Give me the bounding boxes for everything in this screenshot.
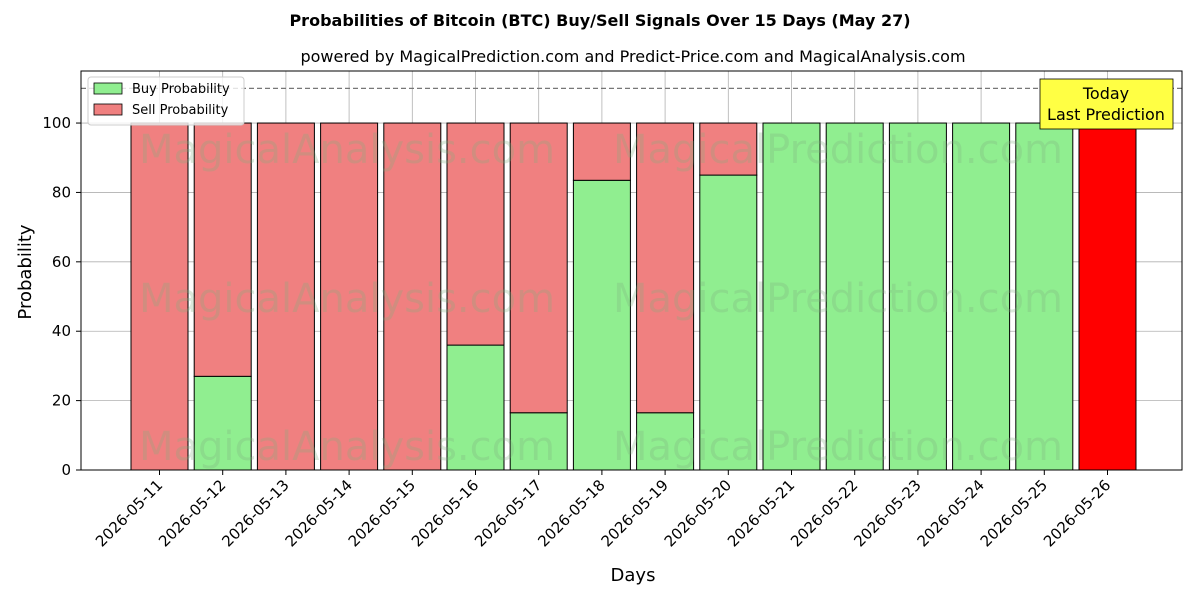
y-tick-label: 20 xyxy=(52,392,71,410)
y-axis-ticks: 0 20 40 60 80 100 xyxy=(42,114,81,479)
x-tick-label: 2026-05-15 xyxy=(345,476,419,550)
bar-buy xyxy=(1015,122,1074,471)
watermark-text: MagicalAnalysis.com xyxy=(139,127,555,173)
bar-sell xyxy=(699,122,758,176)
bars xyxy=(130,122,1137,471)
bar-buy xyxy=(572,179,631,471)
bar-buy xyxy=(509,412,568,471)
y-tick-label: 40 xyxy=(52,322,71,340)
x-axis-ticks: 2026-05-112026-05-122026-05-132026-05-14… xyxy=(92,470,1114,550)
x-tick-label: 2026-05-11 xyxy=(92,476,166,550)
x-tick-label: 2026-05-20 xyxy=(661,476,735,550)
bar-sell xyxy=(572,122,631,181)
today-annotation-line-1: Today xyxy=(1082,84,1129,103)
plot-frame xyxy=(80,70,1183,471)
bar-sell xyxy=(446,122,505,346)
bar-buy xyxy=(952,122,1011,471)
bar-sell xyxy=(256,122,315,471)
x-tick-label: 2026-05-14 xyxy=(282,476,356,550)
legend: Buy Probability Sell Probability xyxy=(87,76,245,126)
x-tick-label: 2026-05-18 xyxy=(534,476,608,550)
x-tick-label: 2026-05-17 xyxy=(471,476,545,550)
bar-sell xyxy=(509,122,568,414)
today-annotation-line-2: Last Prediction xyxy=(1047,105,1165,124)
chart-title: Probabilities of Bitcoin (BTC) Buy/Sell … xyxy=(289,11,910,30)
y-tick-label: 100 xyxy=(42,114,71,132)
x-tick-label: 2026-05-23 xyxy=(850,476,924,550)
y-tick-label: 60 xyxy=(52,253,71,271)
y-tick-label: 0 xyxy=(61,461,71,479)
bar-sell xyxy=(320,122,379,471)
legend-box xyxy=(87,76,245,126)
watermark-text: MagicalPrediction.com xyxy=(613,424,1063,470)
legend-label-buy: Buy Probability xyxy=(132,82,230,97)
y-axis-label: Probability xyxy=(15,224,36,319)
bar-sell xyxy=(383,122,442,471)
watermark-text: MagicalPrediction.com xyxy=(613,127,1063,173)
watermark-text: MagicalPrediction.com xyxy=(613,276,1063,322)
chart-subtitle: powered by MagicalPrediction.com and Pre… xyxy=(300,47,965,66)
bar-today-highlight xyxy=(1078,122,1137,471)
x-tick-label: 2026-05-24 xyxy=(914,476,988,550)
watermark-text: MagicalAnalysis.com xyxy=(139,424,555,470)
y-tick-label: 80 xyxy=(52,183,71,201)
x-tick-label: 2026-05-16 xyxy=(408,476,482,550)
watermarks: MagicalAnalysis.com MagicalPrediction.com… xyxy=(139,127,1063,470)
x-tick-label: 2026-05-12 xyxy=(155,476,229,550)
today-annotation-box xyxy=(1039,78,1174,130)
today-annotation: Today Last Prediction xyxy=(1039,78,1174,130)
x-axis-label: Days xyxy=(611,565,656,586)
x-tick-label: 2026-05-26 xyxy=(1040,476,1114,550)
bar-buy xyxy=(636,412,695,471)
x-tick-label: 2026-05-13 xyxy=(218,476,292,550)
watermark-text: MagicalAnalysis.com xyxy=(139,276,555,322)
legend-swatch-sell xyxy=(93,103,123,116)
x-tick-label: 2026-05-25 xyxy=(977,476,1051,550)
x-tick-label: 2026-05-22 xyxy=(787,476,861,550)
bar-sell xyxy=(193,122,252,377)
bar-buy xyxy=(825,122,884,471)
bar-buy xyxy=(762,122,821,471)
legend-swatch-buy xyxy=(93,82,123,95)
legend-label-sell: Sell Probability xyxy=(132,103,229,118)
bar-buy xyxy=(446,344,505,471)
x-tick-label: 2026-05-21 xyxy=(724,476,798,550)
bar-buy xyxy=(888,122,947,471)
bar-buy xyxy=(699,174,758,471)
x-tick-label: 2026-05-19 xyxy=(598,476,672,550)
bar-sell xyxy=(636,122,695,414)
